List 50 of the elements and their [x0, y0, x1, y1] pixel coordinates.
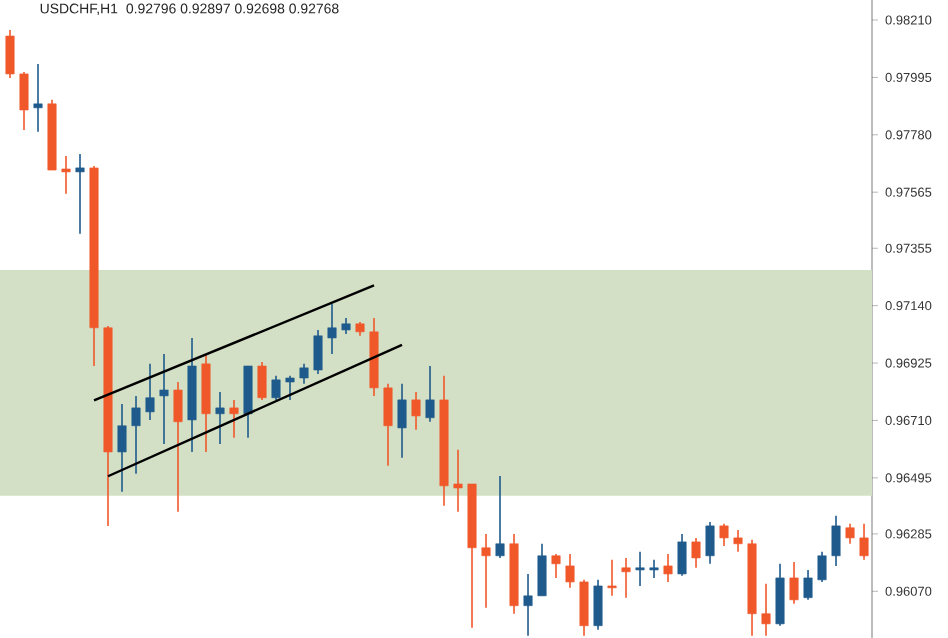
candlestick [481, 533, 491, 609]
candlestick [285, 375, 295, 401]
candlestick [131, 395, 141, 475]
candlestick [761, 583, 771, 637]
candlestick [859, 522, 869, 561]
candlestick [271, 375, 281, 401]
candlestick [215, 391, 225, 445]
candlestick [411, 391, 421, 431]
candlestick [635, 550, 645, 587]
candlestick [537, 542, 547, 597]
candlestick [621, 557, 631, 599]
candlestick [803, 569, 813, 601]
candlestick [691, 537, 701, 569]
candlestick [299, 363, 309, 385]
candlestick [817, 550, 827, 583]
candlestick [579, 579, 589, 637]
candlestick [677, 533, 687, 577]
candlestick [383, 383, 393, 467]
candlestick [789, 561, 799, 605]
candlestick [117, 403, 127, 493]
candlestick [775, 562, 785, 627]
candlestick [313, 329, 323, 375]
candlestick [75, 153, 85, 235]
candlestick [845, 522, 855, 545]
candlestick [453, 449, 463, 513]
candlestick [663, 553, 673, 583]
candlestick [705, 521, 715, 565]
candlestick [565, 553, 575, 589]
candlestick [33, 63, 43, 133]
candlestick [5, 29, 15, 79]
candlestick [593, 579, 603, 631]
candlestick [327, 302, 337, 355]
candlestick [19, 71, 29, 131]
candlestick [523, 573, 533, 637]
candlestick [159, 353, 169, 445]
candlestick [719, 522, 729, 547]
candlestick [495, 475, 505, 559]
candlestick [229, 399, 239, 439]
candlestick [831, 514, 841, 567]
candlestick [257, 361, 267, 401]
candlestick [397, 383, 407, 459]
candlestick [145, 363, 155, 421]
candlestick [649, 558, 659, 579]
candlestick [243, 365, 253, 439]
candlestick [425, 365, 435, 423]
candlestick [733, 529, 743, 553]
candlestick [173, 381, 183, 513]
candlestick [61, 155, 71, 195]
candlestick [607, 558, 617, 597]
candlestick [551, 553, 561, 579]
